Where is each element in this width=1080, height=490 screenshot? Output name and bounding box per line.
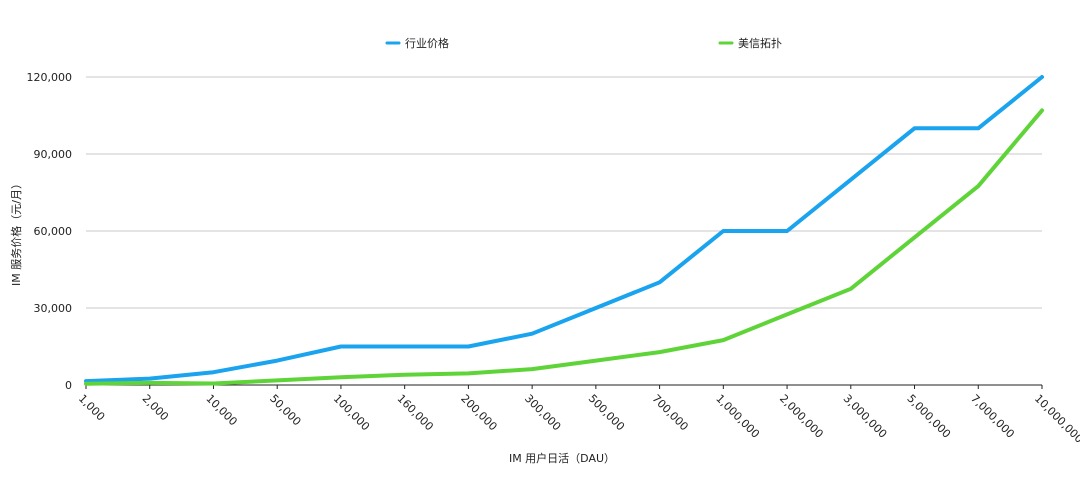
legend-label: 行业价格 [405,36,449,50]
x-tick-label: 500,000 [586,392,627,433]
y-tick-label: 30,000 [34,302,73,315]
legend-label: 美信拓扑 [738,36,782,50]
x-tick-label: 100,000 [331,392,372,433]
y-tick-label: 60,000 [34,225,73,238]
x-tick-label: 10,000,000 [1032,392,1080,446]
y-axis-ticks: 0 30,000 60,000 90,000 120,000 [27,71,73,392]
x-tick-label: 50,000 [267,392,303,428]
x-tick-label: 1,000,000 [713,392,762,441]
x-tick-label: 2,000 [140,392,171,423]
x-tick-label: 7,000,000 [968,392,1017,441]
x-tick-label: 2,000,000 [777,392,826,441]
x-tick-label: 3,000,000 [841,392,890,441]
x-tick-label: 5,000,000 [904,392,953,441]
x-tick-label: 10,000 [203,392,239,428]
x-tick-label: 700,000 [649,392,690,433]
series-line-1 [84,75,1044,384]
y-tick-label: 0 [65,379,72,392]
series-lines [84,75,1044,386]
y-axis-label: IM 服务价格（元/月） [9,178,23,286]
x-tick-label: 1,000 [76,392,107,423]
x-tick-label: 160,000 [395,392,436,433]
series-line-2 [84,108,1044,386]
x-axis-ticks: 1,000 2,000 10,000 50,000 100,000 160,000 200,… [76,392,1080,446]
x-axis [85,384,1043,389]
x-tick-label: 300,000 [522,392,563,433]
y-tick-label: 90,000 [34,148,73,161]
x-tick-label: 200,000 [458,392,499,433]
x-axis-label: IM 用户日活（DAU） [509,451,615,465]
y-tick-label: 120,000 [27,71,73,84]
grid-lines [86,76,1042,309]
legend: 行业价格 美信拓扑 [385,36,782,50]
